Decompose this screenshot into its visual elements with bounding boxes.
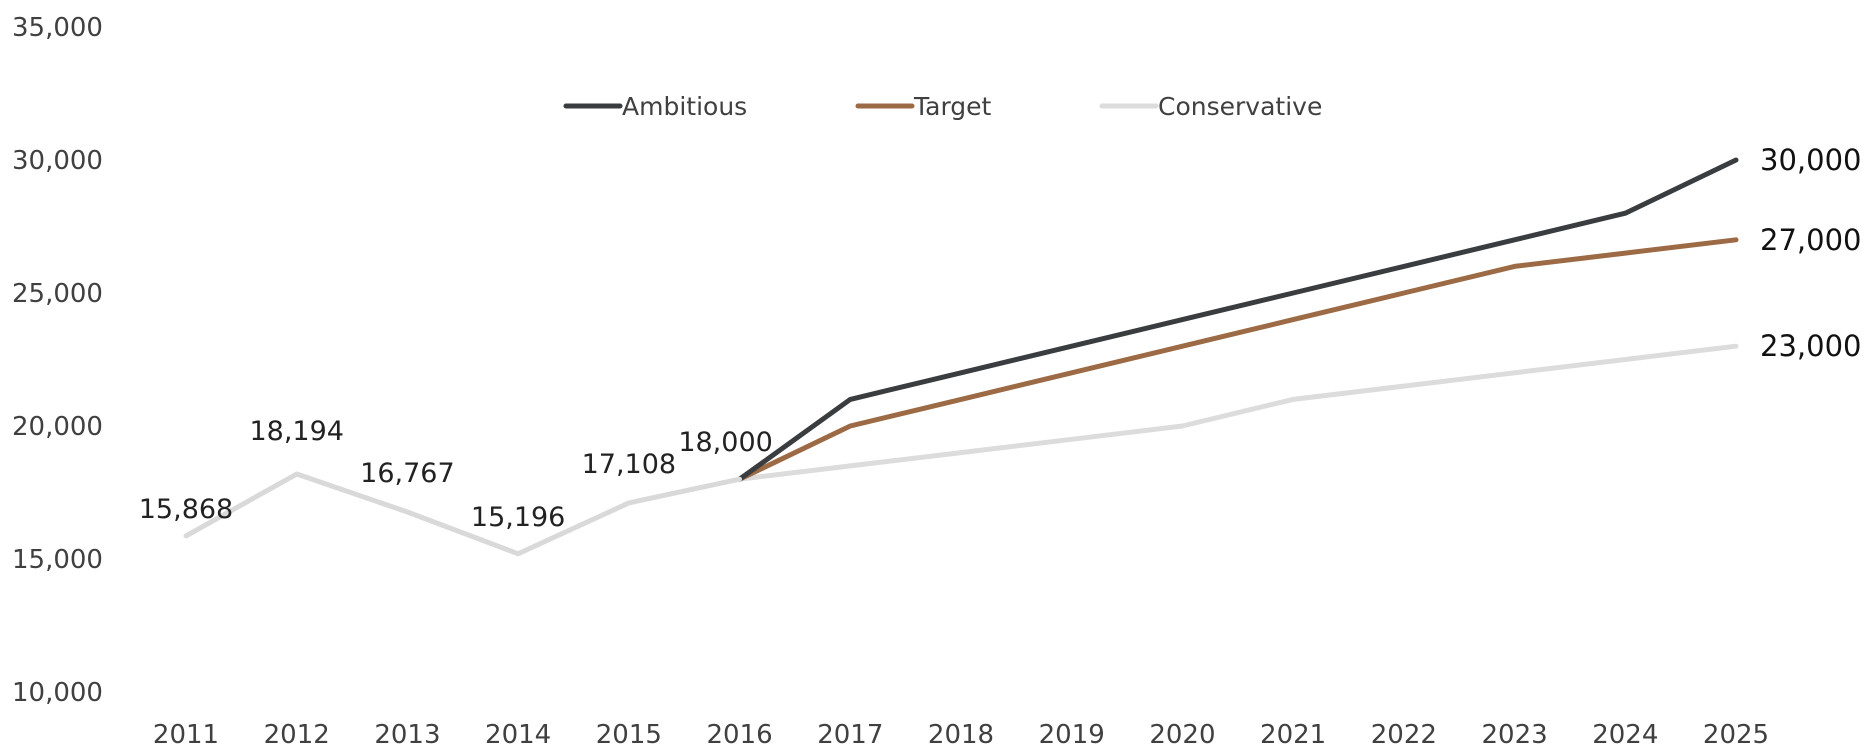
y-tick-label: 15,000 <box>12 545 103 575</box>
y-tick-label: 35,000 <box>12 13 103 43</box>
legend-label: Ambitious <box>622 92 747 121</box>
end-label-ambitious: 30,000 <box>1760 143 1861 177</box>
legend-label: Conservative <box>1158 92 1322 121</box>
y-axis: 10,000 15,000 20,000 25,000 30,000 35,000 <box>12 13 103 708</box>
series-line-target <box>737 237 1739 482</box>
series-line-conservative <box>737 343 1739 482</box>
x-axis: 2011 2012 2013 2014 2015 2016 2017 2018 2019 2020… <box>153 720 1769 746</box>
x-tick-label: 2023 <box>1481 720 1547 746</box>
y-tick-label: 25,000 <box>12 279 103 309</box>
x-tick-label: 2021 <box>1260 720 1326 746</box>
x-tick-label: 2015 <box>596 720 662 746</box>
x-tick-label: 2011 <box>153 720 219 746</box>
x-tick-label: 2024 <box>1592 720 1658 746</box>
x-tick-label: 2013 <box>374 720 440 746</box>
data-label: 15,196 <box>471 502 565 533</box>
data-label: 16,767 <box>360 458 454 489</box>
data-label: 18,194 <box>249 416 343 447</box>
legend-label: Target <box>913 92 992 121</box>
x-tick-label: 2020 <box>1149 720 1215 746</box>
x-tick-label: 2012 <box>264 720 330 746</box>
x-tick-label: 2018 <box>928 720 994 746</box>
x-tick-label: 2022 <box>1371 720 1437 746</box>
x-tick-label: 2019 <box>1039 720 1105 746</box>
series-line-historical <box>183 471 743 557</box>
data-label: 17,108 <box>582 449 676 480</box>
legend: Ambitious Target Conservative <box>563 92 1322 121</box>
x-tick-label: 2025 <box>1703 720 1769 746</box>
end-label-target: 27,000 <box>1760 223 1861 257</box>
x-tick-label: 2014 <box>485 720 551 746</box>
series-line-ambitious <box>737 157 1739 482</box>
x-tick-label: 2016 <box>706 720 772 746</box>
x-tick-label: 2017 <box>817 720 883 746</box>
data-label: 15,868 <box>139 494 233 525</box>
y-tick-label: 10,000 <box>12 678 103 708</box>
y-tick-label: 20,000 <box>12 412 103 442</box>
series-lines <box>183 157 1739 557</box>
y-tick-label: 30,000 <box>12 146 103 176</box>
end-label-conservative: 23,000 <box>1760 329 1861 363</box>
data-label: 18,000 <box>678 427 772 458</box>
